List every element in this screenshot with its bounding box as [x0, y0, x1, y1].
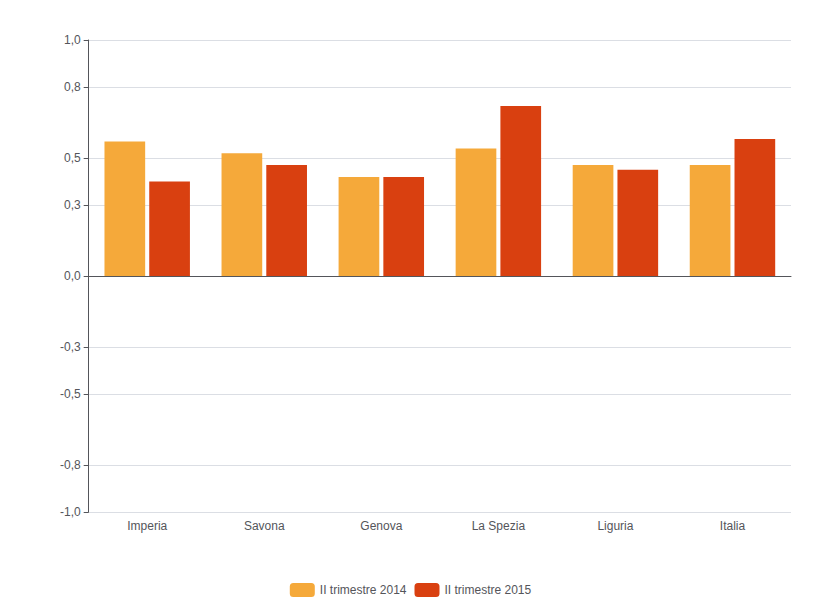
svg-text:0,3: 0,3 [64, 198, 81, 212]
svg-text:II trimestre 2015: II trimestre 2015 [445, 583, 532, 597]
svg-text:Imperia: Imperia [127, 519, 167, 533]
svg-text:-0,8: -0,8 [60, 458, 81, 472]
svg-text:0,8: 0,8 [64, 80, 81, 94]
svg-text:Savona: Savona [244, 519, 285, 533]
svg-text:La Spezia: La Spezia [472, 519, 526, 533]
svg-text:0,5: 0,5 [64, 151, 81, 165]
svg-text:Italia: Italia [720, 519, 746, 533]
svg-text:Liguria: Liguria [597, 519, 633, 533]
svg-text:1,0: 1,0 [64, 33, 81, 47]
svg-text:-0,3: -0,3 [60, 340, 81, 354]
svg-text:-0,5: -0,5 [60, 387, 81, 401]
svg-text:Genova: Genova [360, 519, 402, 533]
svg-text:II trimestre 2014: II trimestre 2014 [320, 583, 407, 597]
svg-text:-1,0: -1,0 [60, 505, 81, 519]
svg-text:0,0: 0,0 [64, 269, 81, 283]
